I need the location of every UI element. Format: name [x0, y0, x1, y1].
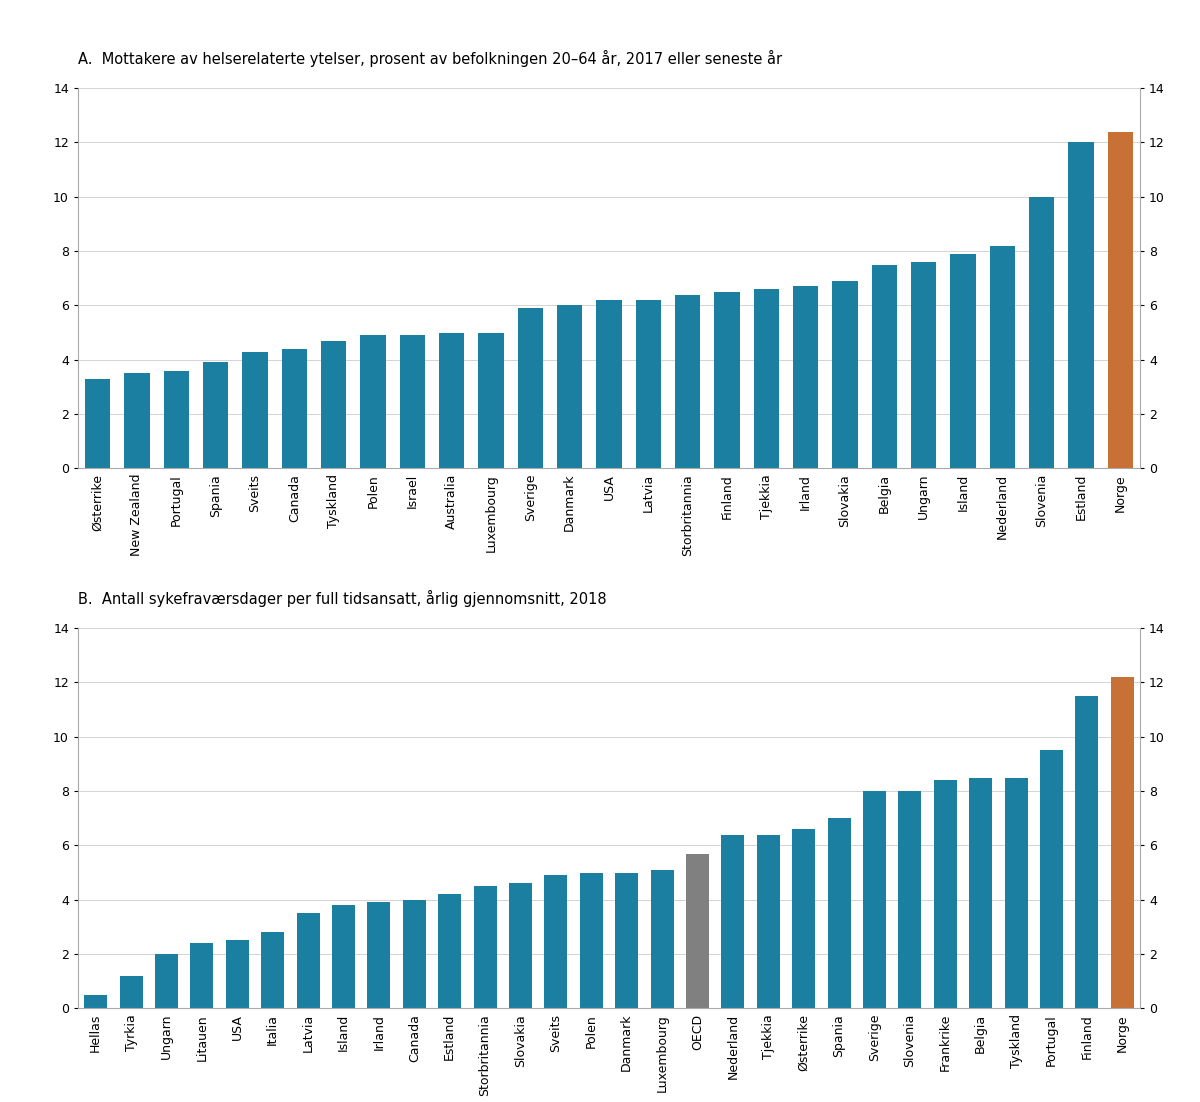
- Bar: [1028, 197, 1055, 468]
- Bar: [155, 954, 178, 1008]
- Bar: [596, 300, 622, 468]
- Bar: [517, 309, 544, 468]
- Bar: [1108, 131, 1133, 468]
- Bar: [911, 262, 936, 468]
- Bar: [262, 932, 284, 1008]
- Bar: [557, 305, 582, 468]
- Bar: [509, 884, 532, 1008]
- Bar: [934, 780, 956, 1008]
- Bar: [636, 300, 661, 468]
- Bar: [332, 905, 355, 1008]
- Bar: [439, 333, 464, 468]
- Bar: [84, 995, 107, 1008]
- Bar: [757, 834, 780, 1008]
- Bar: [792, 829, 815, 1008]
- Bar: [203, 363, 228, 468]
- Bar: [721, 834, 744, 1008]
- Bar: [833, 281, 858, 468]
- Bar: [714, 292, 739, 468]
- Bar: [863, 791, 886, 1008]
- Text: B.  Antall sykefraværsdager per full tidsansatt, årlig gjennomsnitt, 2018: B. Antall sykefraværsdager per full tids…: [78, 590, 607, 606]
- Bar: [120, 975, 143, 1008]
- Bar: [754, 289, 779, 468]
- Bar: [950, 253, 976, 468]
- Bar: [793, 287, 818, 468]
- Bar: [616, 873, 638, 1008]
- Bar: [990, 246, 1015, 468]
- Bar: [367, 903, 390, 1008]
- Bar: [163, 370, 190, 468]
- Bar: [828, 818, 851, 1008]
- Bar: [191, 943, 214, 1008]
- Bar: [403, 899, 426, 1008]
- Bar: [1040, 750, 1063, 1008]
- Bar: [474, 886, 497, 1008]
- Bar: [1068, 142, 1093, 468]
- Bar: [125, 374, 150, 468]
- Bar: [1004, 778, 1027, 1008]
- Bar: [400, 335, 425, 468]
- Bar: [545, 875, 568, 1008]
- Bar: [438, 895, 461, 1008]
- Bar: [686, 854, 709, 1008]
- Bar: [871, 264, 898, 468]
- Bar: [1111, 677, 1134, 1008]
- Bar: [242, 352, 268, 468]
- Bar: [282, 349, 307, 468]
- Bar: [320, 341, 347, 468]
- Bar: [970, 778, 992, 1008]
- Bar: [580, 873, 602, 1008]
- Bar: [1075, 696, 1098, 1008]
- Bar: [674, 294, 701, 468]
- Bar: [85, 379, 110, 468]
- Bar: [296, 914, 319, 1008]
- Bar: [360, 335, 385, 468]
- Bar: [226, 940, 248, 1008]
- Bar: [899, 791, 922, 1008]
- Text: A.  Mottakere av helserelaterte ytelser, prosent av befolkningen 20–64 år, 2017 : A. Mottakere av helserelaterte ytelser, …: [78, 50, 782, 66]
- Bar: [650, 869, 673, 1008]
- Bar: [479, 333, 504, 468]
